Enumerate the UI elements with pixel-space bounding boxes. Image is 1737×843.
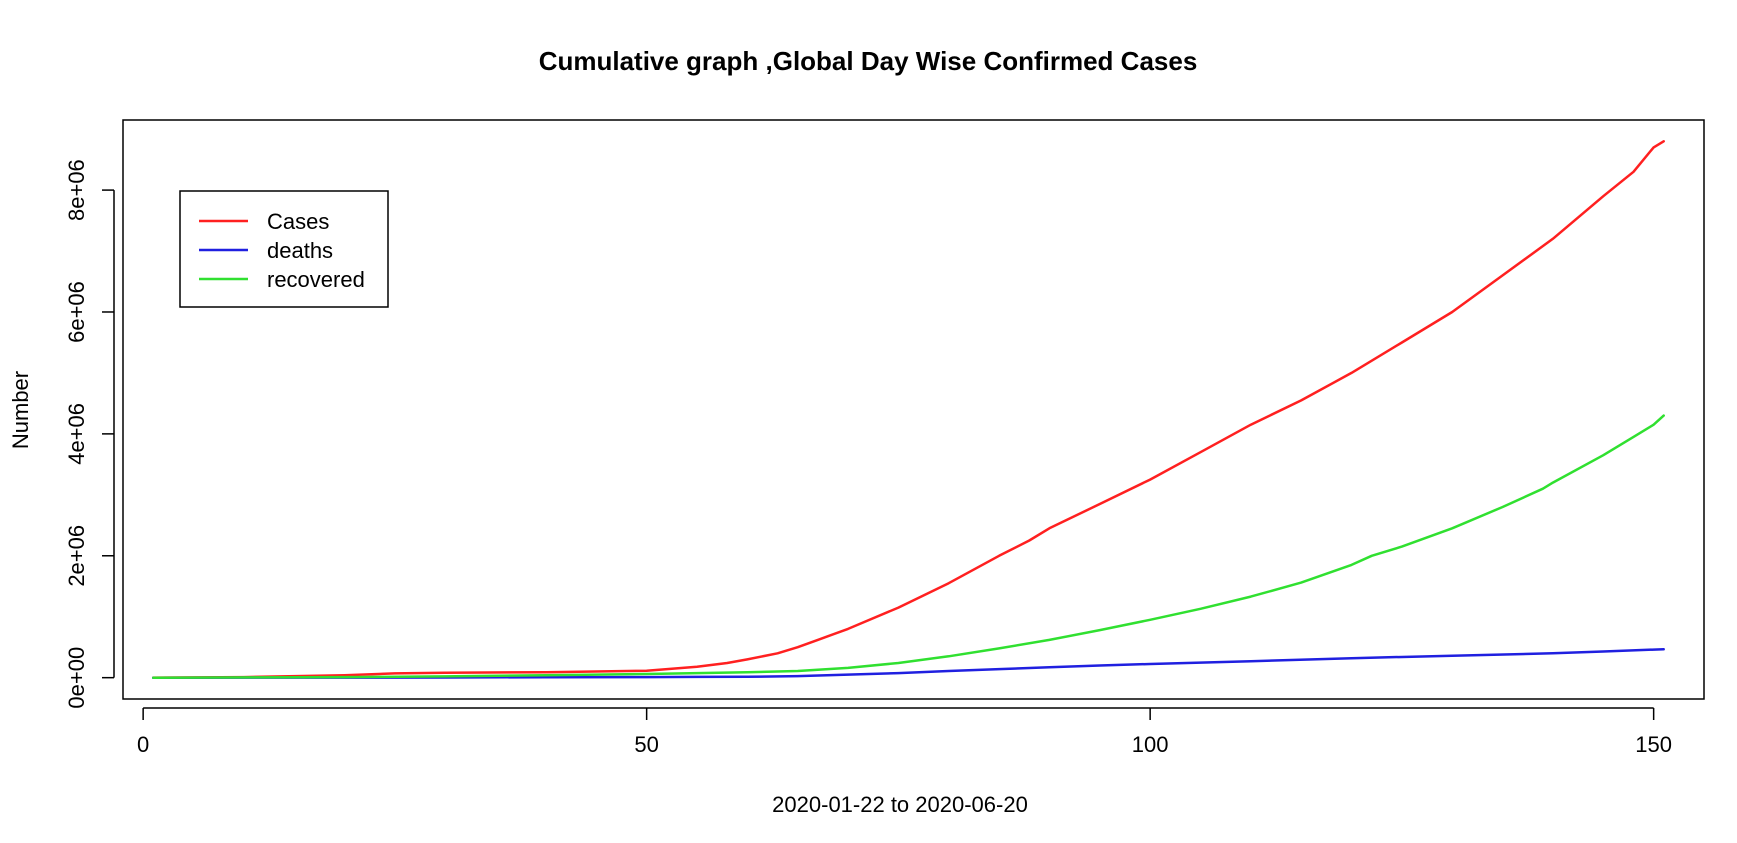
x-tick-label: 100	[1132, 732, 1169, 757]
legend-label-deaths: deaths	[267, 238, 333, 263]
legend-label-Cases: Cases	[267, 209, 329, 234]
chart-title: Cumulative graph ,Global Day Wise Confir…	[539, 46, 1198, 76]
series-line-recovered	[151, 414, 1665, 679]
y-axis: 0e+00 2e+06 4e+06 6e+06 8e+06	[64, 159, 115, 709]
y-tick-label: 0e+00	[64, 647, 89, 709]
series-line-deaths	[151, 648, 1665, 679]
x-tick-label: 0	[137, 732, 149, 757]
legend: Cases deaths recovered	[179, 190, 389, 308]
y-axis-label: Number	[8, 371, 33, 449]
x-tick-label: 50	[634, 732, 658, 757]
legend-label-recovered: recovered	[267, 267, 365, 292]
plot-frame	[122, 119, 1705, 700]
y-tick-label: 8e+06	[64, 159, 89, 221]
x-axis: 0 50 100 150	[137, 707, 1672, 757]
y-tick-label: 6e+06	[64, 281, 89, 343]
x-axis-label: 2020-01-22 to 2020-06-20	[772, 792, 1028, 817]
series-lines	[151, 140, 1665, 679]
y-tick-label: 2e+06	[64, 525, 89, 587]
y-tick-label: 4e+06	[64, 403, 89, 465]
x-tick-label: 150	[1635, 732, 1672, 757]
series-line-Cases	[151, 140, 1665, 679]
